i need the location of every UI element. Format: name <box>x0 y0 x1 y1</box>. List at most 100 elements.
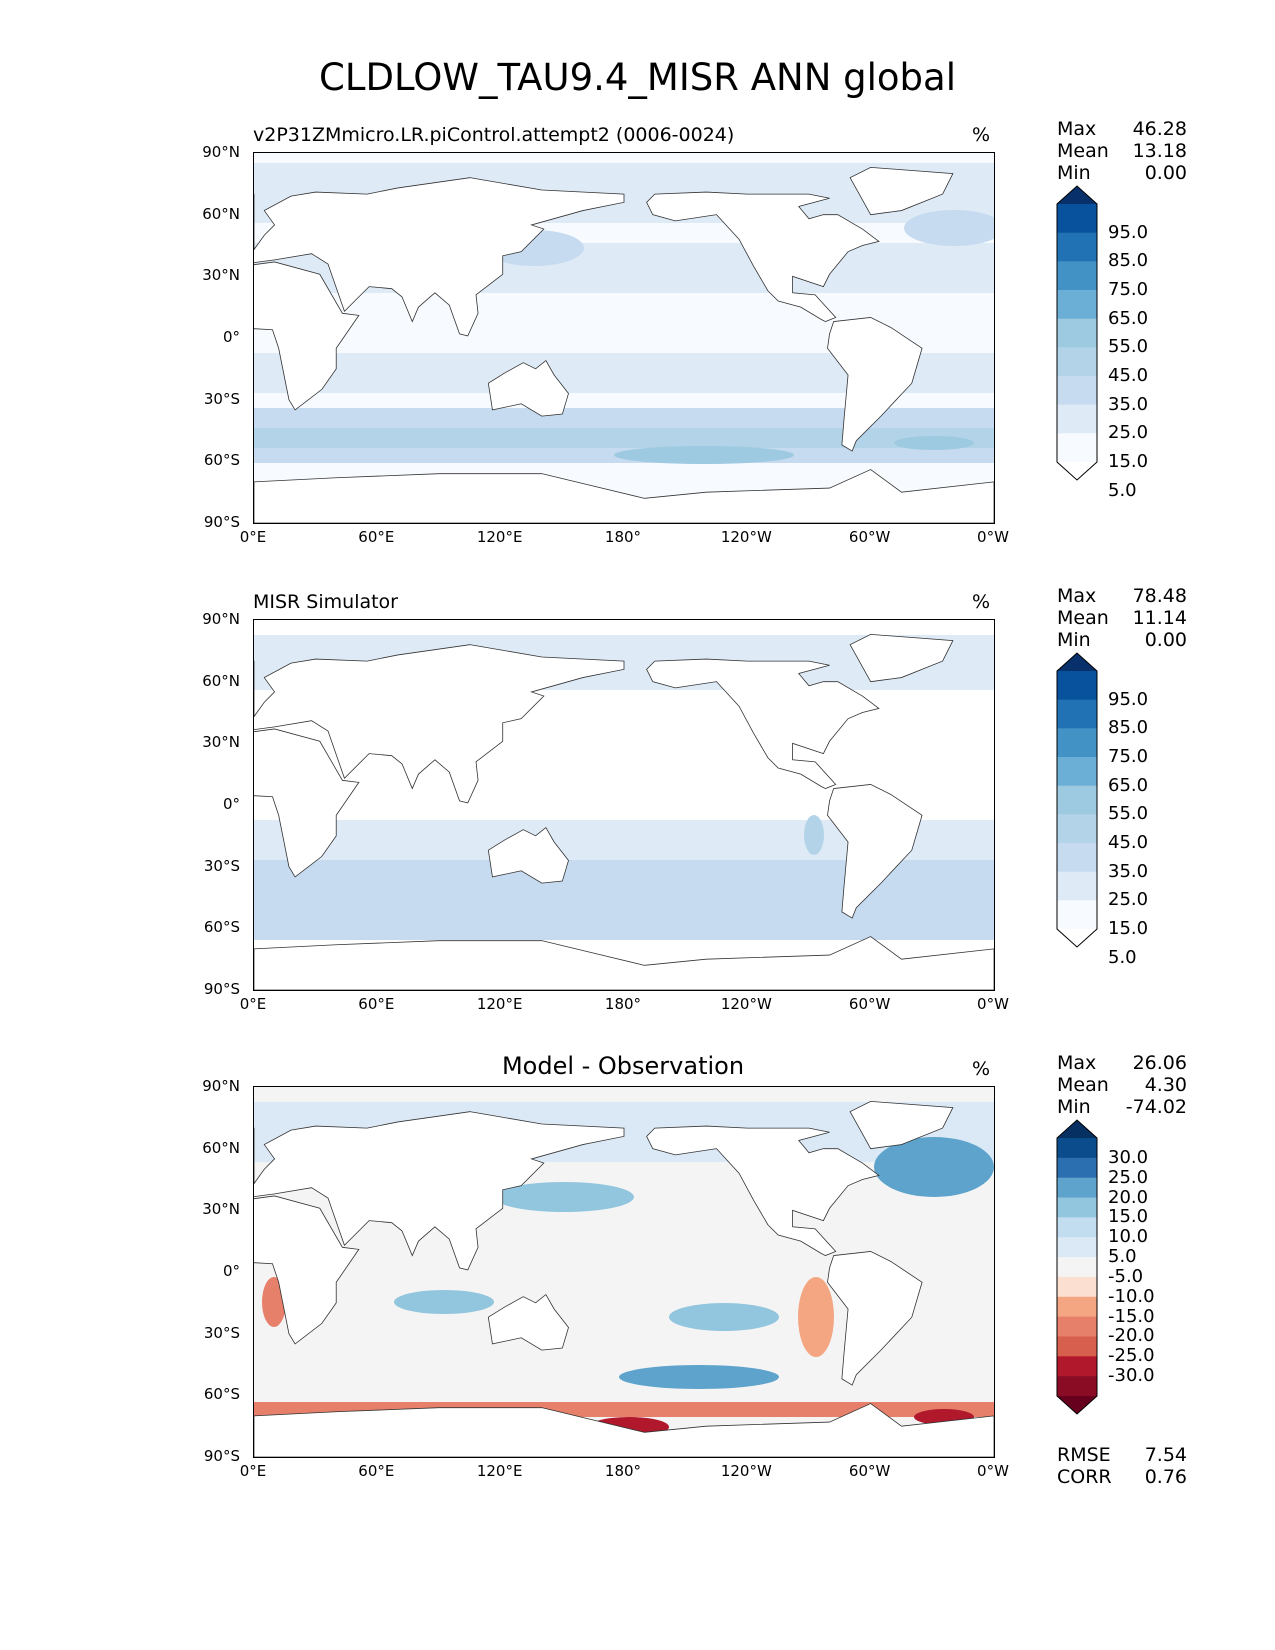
units-label: % <box>972 124 991 146</box>
colorbar-segment <box>1057 204 1097 234</box>
colorbar-segment <box>1057 699 1097 729</box>
colorbar-tick-label: 15.0 <box>1108 1206 1149 1228</box>
y-tick-label: 60°N <box>202 671 240 690</box>
stat-label: Min <box>1057 629 1091 651</box>
field-blob <box>394 1290 494 1314</box>
colorbar-tick-label: 15.0 <box>1108 451 1149 472</box>
colorbar-segment <box>1057 1356 1097 1377</box>
colorbar-tick-label: 75.0 <box>1108 746 1149 767</box>
y-tick-label: 0° <box>222 1262 240 1280</box>
colorbar-tick-label: 85.0 <box>1108 717 1149 739</box>
x-tick-label: 60°E <box>358 528 395 546</box>
stat-label: CORR <box>1057 1466 1112 1488</box>
stat-value: 11.14 <box>1132 607 1187 629</box>
colorbar-tick-label: 75.0 <box>1108 279 1149 300</box>
colorbar-tick-label: 10.0 <box>1108 1226 1149 1248</box>
colorbar-tick-label: -20.0 <box>1108 1325 1155 1347</box>
y-tick-label: 30°S <box>203 1323 240 1342</box>
north-america-landmass <box>646 191 880 322</box>
africa-landmass <box>254 1195 360 1345</box>
stat-value: 0.00 <box>1144 162 1187 184</box>
y-tick-label: 90°S <box>203 980 240 999</box>
colorbar-segment <box>1057 1217 1097 1238</box>
colorbar <box>1056 1119 1098 1415</box>
field-band <box>254 428 994 448</box>
colorbar-segment <box>1057 433 1097 463</box>
panel-title: Model - Observation <box>501 1052 745 1080</box>
map-svg <box>254 620 994 990</box>
field-blob <box>619 1365 779 1389</box>
field-blob <box>798 1277 834 1357</box>
x-tick-label: 120°W <box>720 1462 772 1480</box>
stat-value: 0.00 <box>1144 629 1187 651</box>
colorbar-segment <box>1057 843 1097 873</box>
stat-label: Max <box>1057 118 1097 140</box>
panel-title: MISR Simulator <box>253 591 398 613</box>
colorbar-segment <box>1057 900 1097 930</box>
y-tick-label: 60°N <box>202 204 240 223</box>
colorbar-tick-label: 5.0 <box>1108 946 1137 968</box>
colorbar-segment <box>1057 757 1097 787</box>
colorbar-segment <box>1057 404 1097 434</box>
x-tick-label: 180° <box>604 1462 642 1480</box>
colorbar-tick-label: -15.0 <box>1108 1305 1155 1327</box>
stat-value: -74.02 <box>1125 1096 1187 1118</box>
stat-value: 13.18 <box>1132 140 1187 162</box>
colorbar-tick-label: -30.0 <box>1108 1365 1155 1387</box>
y-tick-label: 60°S <box>203 918 240 937</box>
y-tick-label: 60°S <box>203 451 240 470</box>
map-difference <box>253 1086 995 1458</box>
x-tick-label: 120°E <box>476 1462 523 1480</box>
field-blob <box>804 815 824 855</box>
y-tick-label: 90°S <box>203 513 240 532</box>
colorbar-tick-label: 95.0 <box>1108 221 1149 243</box>
x-tick-label: 0°W <box>977 995 1009 1013</box>
colorbar-segment <box>1057 1376 1097 1397</box>
stat-label: Mean <box>1057 1074 1109 1096</box>
colorbar-segment <box>1057 1138 1097 1159</box>
y-tick-label: 60°S <box>203 1385 240 1404</box>
panel-test: v2P31ZMmicro.LR.piControl.attempt2 (0006… <box>0 118 1275 588</box>
stat-value: 26.06 <box>1132 1052 1187 1074</box>
antarctica-landmass <box>254 469 994 523</box>
error-stats-box: RMSE 7.54 CORR 0.76 <box>1057 1444 1187 1488</box>
panel-reference: MISR Simulator % Max 78.48 Mean 11.14 Min 0… <box>0 585 1275 1055</box>
units-label: % <box>972 1058 991 1080</box>
stat-label: Max <box>1057 585 1097 607</box>
y-tick-label: 0° <box>222 795 240 813</box>
australia-landmass <box>487 827 569 884</box>
colorbar-tick-label: 25.0 <box>1108 422 1149 444</box>
colorbar-tick-label: -10.0 <box>1108 1285 1155 1307</box>
colorbar-tick-label: 45.0 <box>1108 365 1149 386</box>
x-tick-label: 120°E <box>476 995 523 1013</box>
field-blob <box>494 1182 634 1212</box>
stat-value: 46.28 <box>1132 118 1187 140</box>
figure-title: CLDLOW_TAU9.4_MISR ANN global <box>319 56 956 99</box>
y-tick-label: 90°N <box>202 610 240 628</box>
colorbar-segment <box>1057 1296 1097 1318</box>
north-america-landmass <box>646 658 880 789</box>
x-tick-label: 60°E <box>358 1462 395 1480</box>
eurasia-landmass <box>254 177 625 337</box>
greenland-landmass <box>849 166 954 216</box>
greenland-landmass <box>849 633 954 683</box>
australia-landmass <box>487 1294 569 1351</box>
colorbar-tick-label: 25.0 <box>1108 1166 1149 1188</box>
y-tick-label: 60°N <box>202 1138 240 1157</box>
colorbar-segment <box>1057 1237 1097 1258</box>
x-tick-label: 0°W <box>977 1462 1009 1480</box>
y-tick-label: 30°N <box>202 1200 240 1219</box>
panel-title: v2P31ZMmicro.LR.piControl.attempt2 (0006… <box>253 124 735 146</box>
y-tick-label: 30°N <box>202 266 240 285</box>
y-tick-label: 30°S <box>203 856 240 875</box>
x-tick-label: 120°W <box>720 528 772 546</box>
y-tick-label: 90°N <box>202 143 240 161</box>
colorbar-segment <box>1057 1197 1097 1218</box>
colorbar-segment <box>1057 1316 1097 1337</box>
x-tick-label: 60°W <box>848 995 891 1013</box>
colorbar-outline <box>1056 1119 1098 1415</box>
stat-label: Max <box>1057 1052 1097 1074</box>
map-reference <box>253 619 995 991</box>
field-blob <box>894 436 974 450</box>
colorbar-segment <box>1057 1177 1097 1199</box>
